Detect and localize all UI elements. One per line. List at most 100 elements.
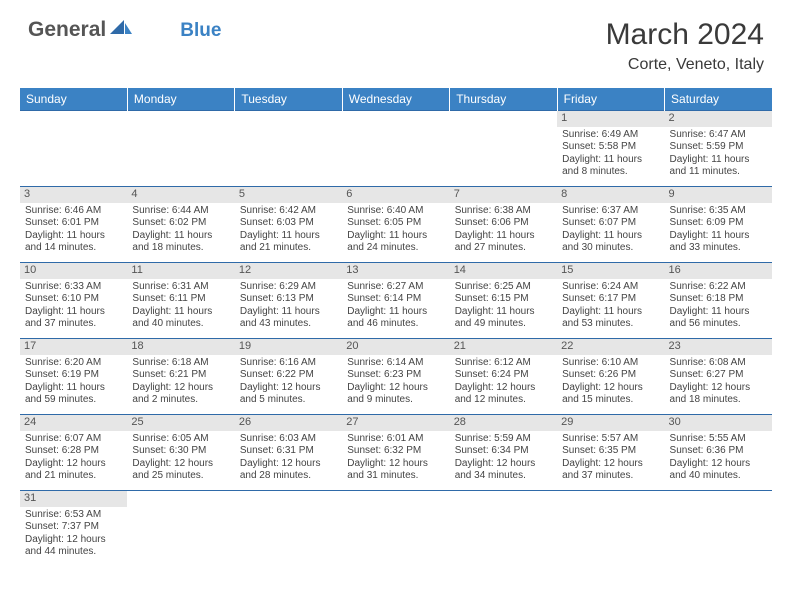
sunrise-text: Sunrise: 6:35 AM bbox=[670, 205, 767, 218]
sunrise-text: Sunrise: 6:18 AM bbox=[132, 357, 229, 370]
sunset-text: Sunset: 6:27 PM bbox=[670, 369, 767, 382]
day-number: 21 bbox=[450, 339, 557, 355]
sail-icon bbox=[110, 18, 132, 42]
calendar-cell: 19Sunrise: 6:16 AMSunset: 6:22 PMDayligh… bbox=[235, 339, 342, 415]
daylight-text: Daylight: 11 hours and 59 minutes. bbox=[25, 382, 122, 407]
sunrise-text: Sunrise: 6:29 AM bbox=[240, 281, 337, 294]
calendar-cell: 16Sunrise: 6:22 AMSunset: 6:18 PMDayligh… bbox=[665, 263, 772, 339]
calendar-cell: 25Sunrise: 6:05 AMSunset: 6:30 PMDayligh… bbox=[127, 415, 234, 491]
sunrise-text: Sunrise: 6:46 AM bbox=[25, 205, 122, 218]
day-number: 17 bbox=[20, 339, 127, 355]
calendar-row: 24Sunrise: 6:07 AMSunset: 6:28 PMDayligh… bbox=[20, 415, 772, 491]
daylight-text: Daylight: 12 hours and 34 minutes. bbox=[455, 458, 552, 483]
sunrise-text: Sunrise: 6:01 AM bbox=[347, 433, 444, 446]
sunrise-text: Sunrise: 6:31 AM bbox=[132, 281, 229, 294]
day-number: 3 bbox=[20, 187, 127, 203]
page-header: General Blue March 2024 Corte, Veneto, I… bbox=[0, 0, 792, 80]
sunrise-text: Sunrise: 6:08 AM bbox=[670, 357, 767, 370]
calendar-cell: 13Sunrise: 6:27 AMSunset: 6:14 PMDayligh… bbox=[342, 263, 449, 339]
day-number: 6 bbox=[342, 187, 449, 203]
day-number: 19 bbox=[235, 339, 342, 355]
sunrise-text: Sunrise: 6:47 AM bbox=[670, 129, 767, 142]
daylight-text: Daylight: 11 hours and 33 minutes. bbox=[670, 230, 767, 255]
sunset-text: Sunset: 6:10 PM bbox=[25, 293, 122, 306]
sunset-text: Sunset: 6:36 PM bbox=[670, 445, 767, 458]
day-number: 31 bbox=[20, 491, 127, 507]
day-number: 29 bbox=[557, 415, 664, 431]
daylight-text: Daylight: 12 hours and 18 minutes. bbox=[670, 382, 767, 407]
day-header: Tuesday bbox=[235, 88, 342, 111]
sunset-text: Sunset: 6:23 PM bbox=[347, 369, 444, 382]
calendar-cell: 29Sunrise: 5:57 AMSunset: 6:35 PMDayligh… bbox=[557, 415, 664, 491]
calendar-cell bbox=[235, 491, 342, 567]
daylight-text: Daylight: 11 hours and 56 minutes. bbox=[670, 306, 767, 331]
calendar-cell: 28Sunrise: 5:59 AMSunset: 6:34 PMDayligh… bbox=[450, 415, 557, 491]
calendar-cell bbox=[235, 111, 342, 187]
day-number: 18 bbox=[127, 339, 234, 355]
sunrise-text: Sunrise: 6:42 AM bbox=[240, 205, 337, 218]
calendar-table: Sunday Monday Tuesday Wednesday Thursday… bbox=[20, 88, 772, 567]
calendar-cell: 5Sunrise: 6:42 AMSunset: 6:03 PMDaylight… bbox=[235, 187, 342, 263]
calendar-cell bbox=[20, 111, 127, 187]
day-number: 20 bbox=[342, 339, 449, 355]
sunset-text: Sunset: 5:59 PM bbox=[670, 141, 767, 154]
calendar-cell: 6Sunrise: 6:40 AMSunset: 6:05 PMDaylight… bbox=[342, 187, 449, 263]
day-number: 15 bbox=[557, 263, 664, 279]
calendar-cell: 3Sunrise: 6:46 AMSunset: 6:01 PMDaylight… bbox=[20, 187, 127, 263]
calendar-cell bbox=[342, 491, 449, 567]
calendar-cell: 18Sunrise: 6:18 AMSunset: 6:21 PMDayligh… bbox=[127, 339, 234, 415]
sunset-text: Sunset: 6:32 PM bbox=[347, 445, 444, 458]
month-title: March 2024 bbox=[606, 18, 764, 52]
sunrise-text: Sunrise: 6:20 AM bbox=[25, 357, 122, 370]
sunset-text: Sunset: 6:03 PM bbox=[240, 217, 337, 230]
daylight-text: Daylight: 12 hours and 37 minutes. bbox=[562, 458, 659, 483]
day-header: Monday bbox=[127, 88, 234, 111]
calendar-row: 17Sunrise: 6:20 AMSunset: 6:19 PMDayligh… bbox=[20, 339, 772, 415]
calendar-row: 3Sunrise: 6:46 AMSunset: 6:01 PMDaylight… bbox=[20, 187, 772, 263]
daylight-text: Daylight: 12 hours and 40 minutes. bbox=[670, 458, 767, 483]
calendar-cell: 2Sunrise: 6:47 AMSunset: 5:59 PMDaylight… bbox=[665, 111, 772, 187]
sunrise-text: Sunrise: 6:33 AM bbox=[25, 281, 122, 294]
calendar-cell: 27Sunrise: 6:01 AMSunset: 6:32 PMDayligh… bbox=[342, 415, 449, 491]
daylight-text: Daylight: 11 hours and 27 minutes. bbox=[455, 230, 552, 255]
calendar-row: 31Sunrise: 6:53 AMSunset: 7:37 PMDayligh… bbox=[20, 491, 772, 567]
sunset-text: Sunset: 6:14 PM bbox=[347, 293, 444, 306]
day-number: 23 bbox=[665, 339, 772, 355]
sunrise-text: Sunrise: 6:03 AM bbox=[240, 433, 337, 446]
sunrise-text: Sunrise: 6:27 AM bbox=[347, 281, 444, 294]
daylight-text: Daylight: 12 hours and 5 minutes. bbox=[240, 382, 337, 407]
sunset-text: Sunset: 6:21 PM bbox=[132, 369, 229, 382]
calendar-cell: 15Sunrise: 6:24 AMSunset: 6:17 PMDayligh… bbox=[557, 263, 664, 339]
calendar-cell: 9 Sunrise: 6:35 AMSunset: 6:09 PMDaylight… bbox=[665, 187, 772, 263]
day-header: Sunday bbox=[20, 88, 127, 111]
sunrise-text: Sunrise: 6:44 AM bbox=[132, 205, 229, 218]
day-number: 9 bbox=[665, 187, 772, 203]
daylight-text: Daylight: 11 hours and 11 minutes. bbox=[670, 154, 767, 179]
day-number: 28 bbox=[450, 415, 557, 431]
calendar-cell: 31Sunrise: 6:53 AMSunset: 7:37 PMDayligh… bbox=[20, 491, 127, 567]
day-number: 11 bbox=[127, 263, 234, 279]
calendar-cell bbox=[342, 111, 449, 187]
calendar-cell: 7Sunrise: 6:38 AMSunset: 6:06 PMDaylight… bbox=[450, 187, 557, 263]
day-number: 12 bbox=[235, 263, 342, 279]
sunrise-text: Sunrise: 6:38 AM bbox=[455, 205, 552, 218]
day-header: Thursday bbox=[450, 88, 557, 111]
day-header: Friday bbox=[557, 88, 664, 111]
daylight-text: Daylight: 11 hours and 53 minutes. bbox=[562, 306, 659, 331]
logo-text-2: Blue bbox=[180, 20, 221, 42]
sunset-text: Sunset: 6:28 PM bbox=[25, 445, 122, 458]
sunset-text: Sunset: 6:17 PM bbox=[562, 293, 659, 306]
calendar-cell: 24Sunrise: 6:07 AMSunset: 6:28 PMDayligh… bbox=[20, 415, 127, 491]
sunset-text: Sunset: 6:19 PM bbox=[25, 369, 122, 382]
day-number: 7 bbox=[450, 187, 557, 203]
logo-text-1: General bbox=[28, 18, 106, 42]
calendar-cell: 12Sunrise: 6:29 AMSunset: 6:13 PMDayligh… bbox=[235, 263, 342, 339]
day-number: 22 bbox=[557, 339, 664, 355]
sunset-text: Sunset: 6:05 PM bbox=[347, 217, 444, 230]
day-number: 14 bbox=[450, 263, 557, 279]
day-header: Wednesday bbox=[342, 88, 449, 111]
sunset-text: Sunset: 6:09 PM bbox=[670, 217, 767, 230]
day-header: Saturday bbox=[665, 88, 772, 111]
sunset-text: Sunset: 6:22 PM bbox=[240, 369, 337, 382]
sunset-text: Sunset: 6:15 PM bbox=[455, 293, 552, 306]
